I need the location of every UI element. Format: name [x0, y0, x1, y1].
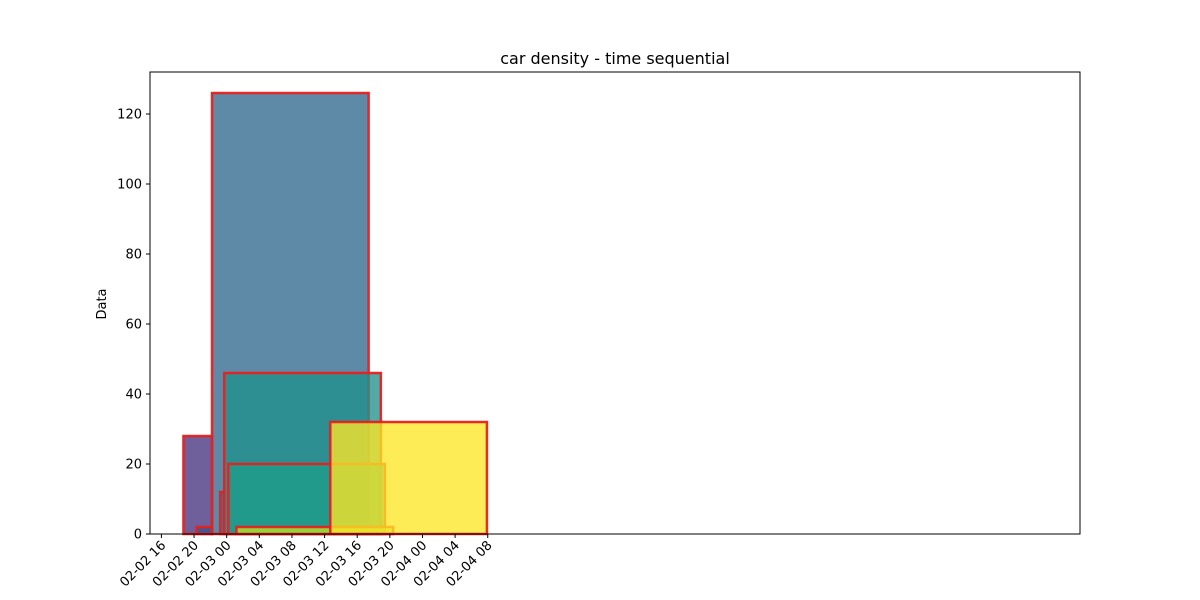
plot-frame	[149, 71, 1081, 535]
bar-2	[195, 525, 214, 536]
bar-1	[182, 434, 214, 536]
chart-title: car density - time sequential	[500, 49, 730, 68]
y-tick-label-6: 120	[117, 108, 142, 123]
y-tick-label-5: 100	[117, 178, 142, 193]
bars-group	[182, 91, 489, 536]
y-tick-label-2: 40	[125, 388, 142, 403]
y-axis-title: Data	[95, 288, 110, 319]
y-axis: 0 20 40 60 80 100 120	[117, 108, 150, 543]
y-tick-label-4: 80	[125, 248, 142, 263]
y-tick-label-1: 20	[125, 458, 142, 473]
y-tick-label-3: 60	[125, 318, 142, 333]
y-tick-label-0: 0	[134, 528, 142, 543]
bar-8	[329, 420, 489, 536]
